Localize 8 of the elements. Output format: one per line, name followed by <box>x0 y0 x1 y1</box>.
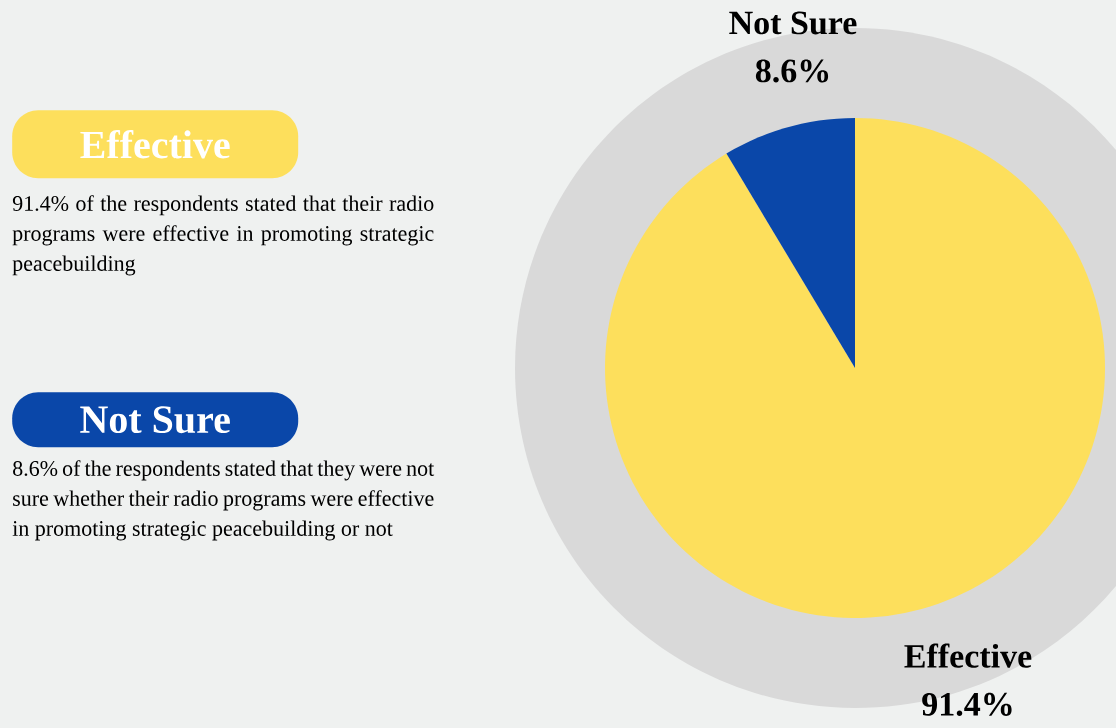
text: 91.4% of the respondents stated that their radio programs were effective in promoting strategic peacebuilding <box>12 195 434 276</box>
slice-label: Effective <box>904 643 1032 668</box>
data-label: 8.6% <box>755 59 829 83</box>
category-label: Effective <box>80 129 230 159</box>
data-label: 91.4% <box>922 692 1012 716</box>
slice-label: Not Sure <box>729 11 857 35</box>
text: 8.6% of the respondents stated that they were not sure whether their radio programs were effective in promoting strategic peacebuilding or not <box>12 460 435 541</box>
category-label: Not Sure <box>80 406 230 434</box>
